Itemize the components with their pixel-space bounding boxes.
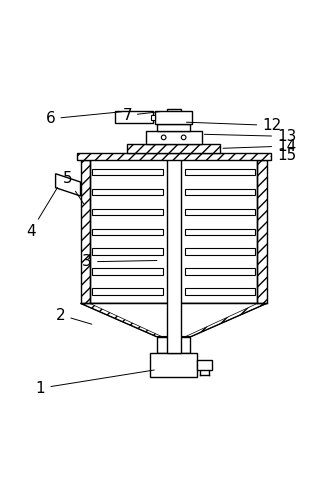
Bar xyxy=(93,268,163,275)
Bar xyxy=(185,208,255,215)
Bar xyxy=(93,169,163,175)
Text: 13: 13 xyxy=(204,129,297,144)
Text: 5: 5 xyxy=(62,171,84,204)
Bar xyxy=(93,188,163,195)
Bar xyxy=(93,248,163,255)
Bar xyxy=(157,337,190,353)
Bar xyxy=(146,131,202,144)
Bar xyxy=(185,268,255,275)
Text: 3: 3 xyxy=(82,254,157,269)
Bar xyxy=(185,248,255,255)
Polygon shape xyxy=(80,303,267,337)
Bar xyxy=(127,144,220,153)
Bar xyxy=(80,160,90,303)
Bar xyxy=(185,169,255,175)
Circle shape xyxy=(161,135,166,140)
Bar xyxy=(185,228,255,235)
Bar xyxy=(155,111,192,124)
Bar xyxy=(93,288,163,295)
Bar xyxy=(150,353,197,376)
Circle shape xyxy=(181,135,186,140)
Bar xyxy=(185,188,255,195)
Bar xyxy=(197,360,212,370)
Text: 1: 1 xyxy=(36,370,154,395)
Bar xyxy=(115,112,153,123)
Text: 7: 7 xyxy=(122,108,162,123)
Text: 15: 15 xyxy=(271,148,296,163)
Text: 12: 12 xyxy=(186,118,282,133)
Bar xyxy=(76,153,271,160)
Text: 2: 2 xyxy=(56,307,92,324)
Bar xyxy=(93,228,163,235)
Text: 4: 4 xyxy=(26,187,57,239)
Bar xyxy=(185,288,255,295)
Bar xyxy=(167,110,181,353)
Polygon shape xyxy=(55,174,80,196)
Text: 6: 6 xyxy=(46,111,122,126)
Bar xyxy=(157,124,190,131)
Bar xyxy=(151,115,155,120)
Bar xyxy=(258,160,267,303)
Bar xyxy=(93,208,163,215)
Text: 14: 14 xyxy=(223,138,296,153)
